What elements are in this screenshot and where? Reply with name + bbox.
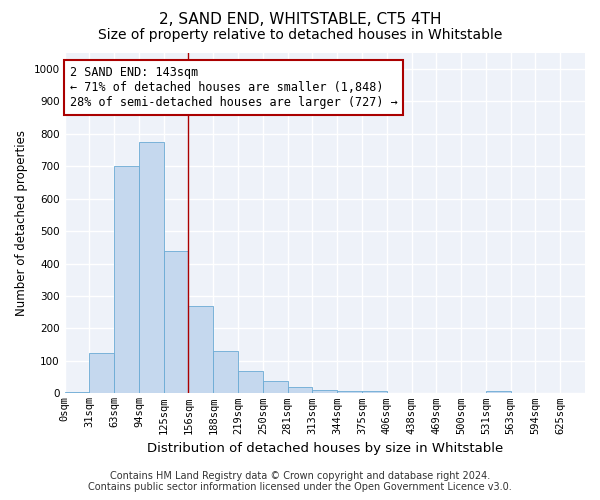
- X-axis label: Distribution of detached houses by size in Whitstable: Distribution of detached houses by size …: [146, 442, 503, 455]
- Text: Contains HM Land Registry data © Crown copyright and database right 2024.
Contai: Contains HM Land Registry data © Crown c…: [88, 471, 512, 492]
- Text: 2 SAND END: 143sqm
← 71% of detached houses are smaller (1,848)
28% of semi-deta: 2 SAND END: 143sqm ← 71% of detached hou…: [70, 66, 397, 109]
- Text: Size of property relative to detached houses in Whitstable: Size of property relative to detached ho…: [98, 28, 502, 42]
- Bar: [213, 351, 238, 394]
- Bar: [287, 387, 313, 394]
- Bar: [362, 392, 387, 394]
- Bar: [65, 392, 89, 394]
- Bar: [188, 306, 213, 394]
- Bar: [114, 166, 139, 394]
- Bar: [139, 142, 164, 394]
- Bar: [486, 392, 511, 394]
- Text: 2, SAND END, WHITSTABLE, CT5 4TH: 2, SAND END, WHITSTABLE, CT5 4TH: [159, 12, 441, 28]
- Bar: [164, 250, 188, 394]
- Bar: [89, 353, 114, 394]
- Bar: [337, 391, 362, 394]
- Bar: [238, 372, 263, 394]
- Bar: [313, 390, 337, 394]
- Bar: [263, 381, 287, 394]
- Y-axis label: Number of detached properties: Number of detached properties: [15, 130, 28, 316]
